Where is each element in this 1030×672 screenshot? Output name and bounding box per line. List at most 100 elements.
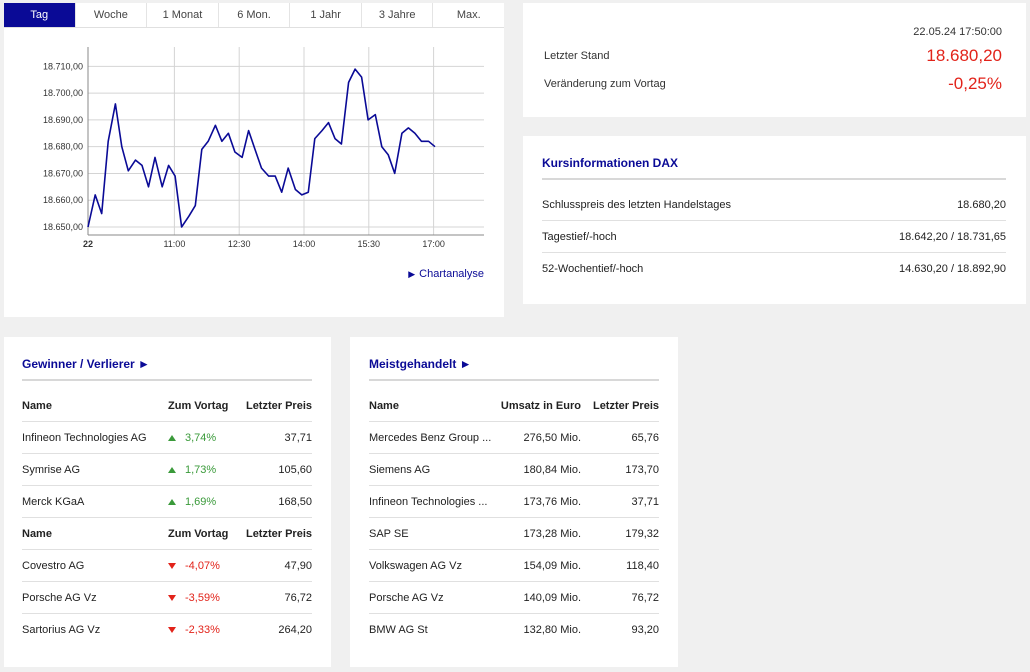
col-price: Letzter Preis: [245, 527, 312, 540]
stock-name[interactable]: Symrise AG: [22, 463, 81, 476]
tab-6-months[interactable]: 6 Mon.: [219, 3, 291, 27]
y-tick-label: 18.650,00: [43, 222, 83, 232]
table-row[interactable]: Infineon Technologies AG 3,74% 37,71: [22, 422, 312, 454]
info-value: 18.642,20 / 18.731,65: [898, 230, 1006, 243]
col-price: Letzter Preis: [592, 399, 659, 412]
col-turnover: Umsatz in Euro: [500, 399, 581, 412]
price-value: 65,76: [631, 431, 659, 444]
info-value: 14.630,20 / 18.892,90: [898, 263, 1006, 275]
change-value: 3,74%: [185, 431, 217, 444]
price-value: 105,60: [278, 463, 312, 476]
chart-analysis-link[interactable]: ▶ Chartanalyse: [408, 268, 484, 280]
turnover-value: 173,76 Mio.: [523, 495, 581, 508]
quote-panel: 22.05.24 17:50:00 Letzter Stand 18.680,2…: [523, 3, 1026, 117]
table-row[interactable]: Mercedes Benz Group ... 276,50 Mio. 65,7…: [369, 422, 659, 454]
section-divider: [542, 178, 1006, 180]
gainers-losers-title[interactable]: Gewinner / Verlierer ►: [22, 357, 150, 371]
col-name: Name: [369, 399, 399, 412]
change-value: -4,07%: [185, 559, 220, 572]
stock-name[interactable]: Mercedes Benz Group ...: [369, 431, 492, 444]
stock-name[interactable]: SAP SE: [369, 527, 409, 540]
triangle-up-icon: [168, 466, 176, 473]
table-row[interactable]: Siemens AG 180,84 Mio. 173,70: [369, 454, 659, 486]
change-value: 1,69%: [185, 495, 217, 508]
table-row[interactable]: Merck KGaA 1,69% 168,50: [22, 486, 312, 518]
stock-name[interactable]: Infineon Technologies ...: [369, 495, 488, 508]
price-chart[interactable]: 18.650,00 18.660,00 18.670,00 18.680,00 18.6…: [4, 29, 504, 259]
price-value: 76,72: [631, 591, 659, 604]
chart-period-tabs: Tag Woche 1 Monat 6 Mon. 1 Jahr 3 Jahre …: [4, 3, 504, 28]
y-tick-label: 18.660,00: [43, 195, 83, 205]
section-divider: [369, 379, 659, 381]
price-value: 37,71: [284, 431, 312, 444]
stock-name[interactable]: Covestro AG: [22, 559, 85, 572]
turnover-value: 173,28 Mio.: [523, 527, 581, 540]
price-value: 37,71: [631, 495, 659, 508]
y-tick-label: 18.710,00: [43, 61, 83, 71]
table-row[interactable]: Porsche AG Vz 140,09 Mio. 76,72: [369, 582, 659, 614]
tab-max[interactable]: Max.: [456, 9, 481, 21]
col-change: Zum Vortag: [168, 399, 229, 412]
y-tick-label: 18.690,00: [43, 115, 83, 125]
stock-name[interactable]: Volkswagen AG Vz: [369, 559, 462, 572]
col-change: Zum Vortag: [168, 527, 229, 540]
stock-name[interactable]: Porsche AG Vz: [369, 591, 444, 604]
last-value: 18.680,20: [926, 46, 1002, 65]
triangle-down-icon: [168, 627, 176, 634]
chart-panel: Tag Woche 1 Monat 6 Mon. 1 Jahr 3 Jahre …: [4, 3, 504, 317]
x-tick-label: 11:00: [163, 239, 185, 249]
price-value: 76,72: [284, 591, 312, 604]
price-info-title: Kursinformationen DAX: [542, 156, 679, 170]
table-row[interactable]: Volkswagen AG Vz 154,09 Mio. 118,40: [369, 550, 659, 582]
stock-name[interactable]: Infineon Technologies AG: [22, 431, 147, 444]
col-price: Letzter Preis: [245, 399, 312, 412]
triangle-up-icon: [168, 434, 176, 441]
table-header: Name Umsatz in Euro Letzter Preis: [369, 390, 659, 422]
stock-name[interactable]: Siemens AG: [369, 463, 431, 476]
most-traded-title[interactable]: Meistgehandelt ►: [369, 357, 472, 371]
stock-name[interactable]: Porsche AG Vz: [22, 591, 97, 604]
turnover-value: 132,80 Mio.: [523, 624, 581, 636]
stock-name[interactable]: Sartorius AG Vz: [22, 624, 101, 636]
table-row[interactable]: Porsche AG Vz -3,59% 76,72: [22, 582, 312, 614]
turnover-value: 154,09 Mio.: [523, 559, 581, 572]
turnover-value: 140,09 Mio.: [523, 591, 581, 604]
info-row-day-range: Tagestief/-hoch 18.642,20 / 18.731,65: [542, 221, 1006, 253]
col-name: Name: [22, 527, 52, 540]
triangle-down-icon: [168, 594, 176, 601]
table-header: Name Zum Vortag Letzter Preis: [22, 390, 312, 422]
info-row-52w-range: 52-Wochentief/-hoch 14.630,20 / 18.892,9…: [542, 253, 1006, 285]
info-label: Tagestief/-hoch: [542, 230, 617, 243]
change-value: -3,59%: [185, 591, 220, 604]
table-row[interactable]: BMW AG St 132,80 Mio. 93,20: [369, 614, 659, 646]
table-row[interactable]: Covestro AG -4,07% 47,90: [22, 550, 312, 582]
stock-name[interactable]: Merck KGaA: [22, 495, 85, 508]
y-tick-label: 18.680,00: [43, 142, 83, 152]
triangle-down-icon: [168, 562, 176, 569]
change-label: Veränderung zum Vortag: [544, 78, 666, 90]
x-tick-label: 14:00: [293, 239, 316, 249]
stock-name[interactable]: BMW AG St: [369, 624, 428, 636]
tab-day[interactable]: Tag: [4, 3, 76, 27]
last-value-label: Letzter Stand: [544, 50, 610, 62]
y-tick-label: 18.700,00: [43, 88, 83, 98]
x-tick-label: 12:30: [228, 239, 251, 249]
table-row[interactable]: Sartorius AG Vz -2,33% 264,20: [22, 614, 312, 646]
tab-1-month[interactable]: 1 Monat: [147, 3, 219, 27]
table-row[interactable]: Infineon Technologies ... 173,76 Mio. 37…: [369, 486, 659, 518]
table-row[interactable]: SAP SE 173,28 Mio. 179,32: [369, 518, 659, 550]
price-value: 118,40: [626, 559, 659, 572]
info-label: Schlusspreis des letzten Handelstages: [542, 198, 731, 211]
tab-week[interactable]: Woche: [76, 3, 148, 27]
tab-3-years[interactable]: 3 Jahre: [362, 3, 434, 27]
y-tick-label: 18.670,00: [43, 168, 83, 178]
price-value: 264,20: [278, 624, 312, 636]
info-label: 52-Wochentief/-hoch: [542, 263, 644, 275]
price-info-panel: Kursinformationen DAX Schlusspreis des l…: [523, 136, 1026, 304]
table-row[interactable]: Symrise AG 1,73% 105,60: [22, 454, 312, 486]
price-value: 179,32: [625, 527, 659, 540]
tab-1-year[interactable]: 1 Jahr: [290, 3, 362, 27]
price-value: 47,90: [284, 559, 312, 572]
play-arrow-icon: ▶: [408, 269, 416, 279]
change-value: -0,25%: [948, 74, 1002, 93]
